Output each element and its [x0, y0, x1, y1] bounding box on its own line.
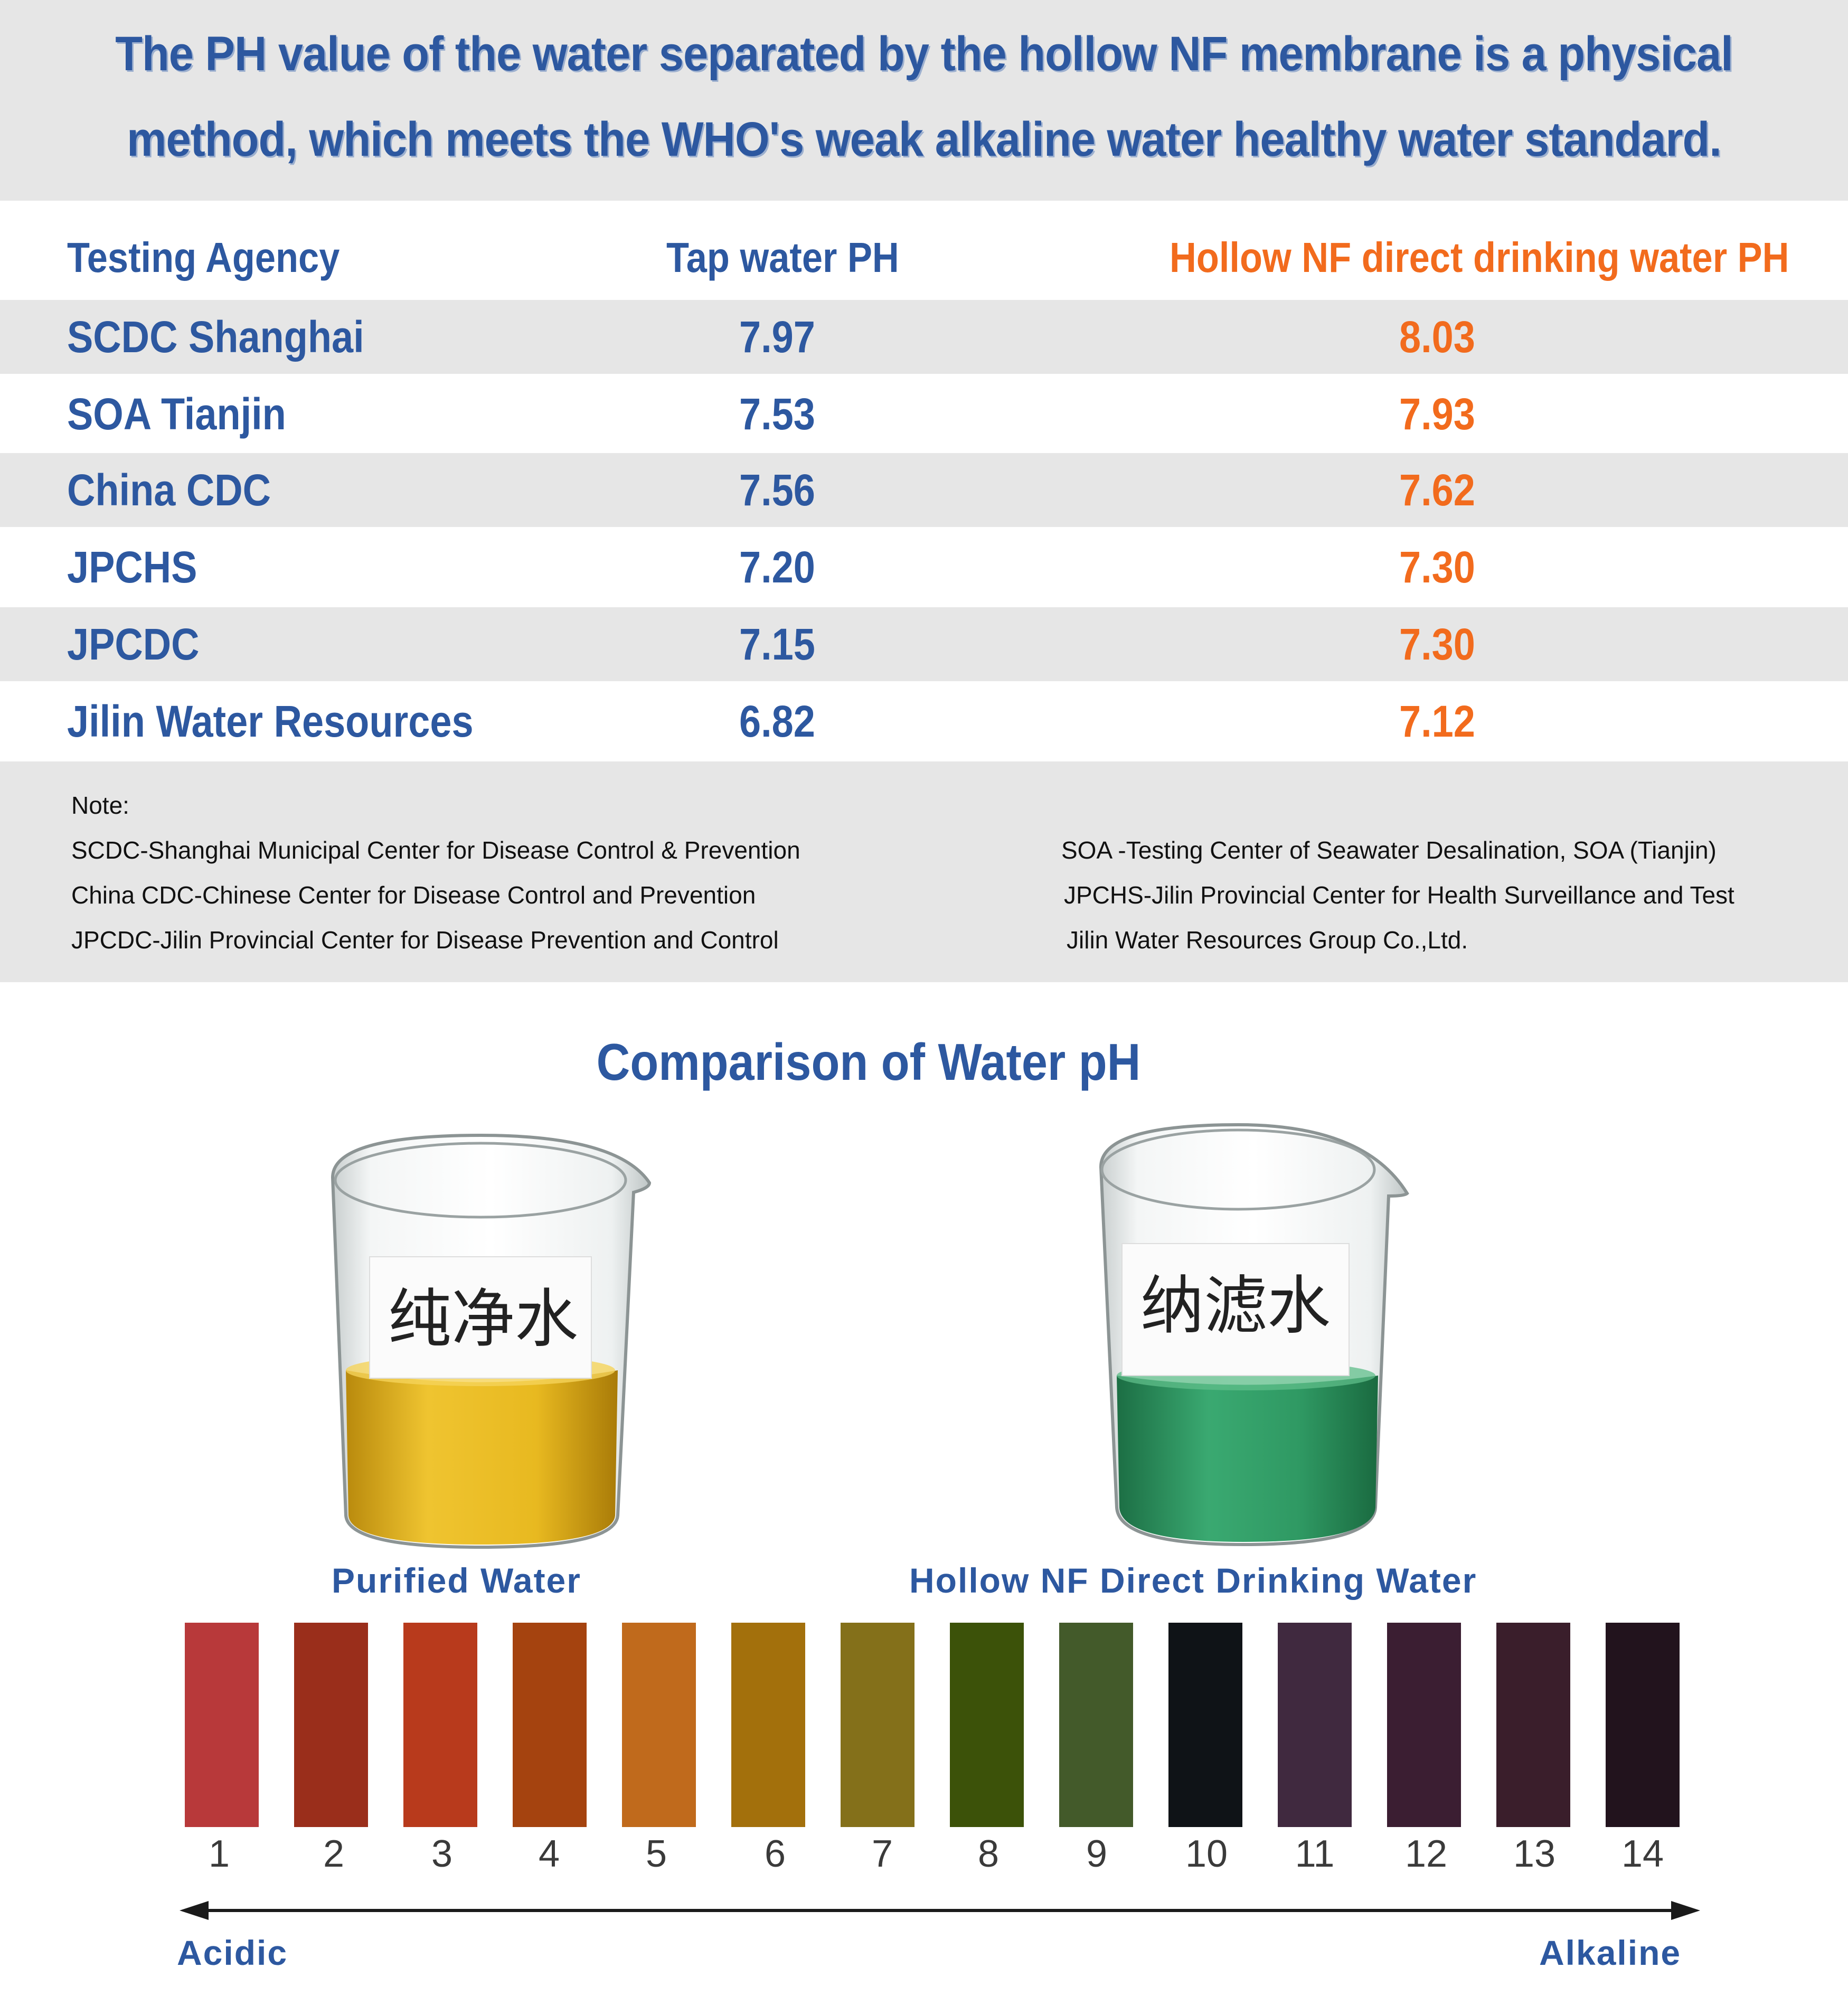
comparison-title: Comparison of Water pH — [596, 1033, 1141, 1091]
table-row: SCDC Shanghai 7.97 8.03 — [0, 300, 1848, 374]
acidic-label: Acidic — [177, 1933, 288, 1972]
column-header-tap-ph: Tap water PH — [666, 234, 899, 281]
purified-water-caption: Purified Water — [332, 1561, 581, 1600]
nf-water-beaker: 纳滤水 — [1090, 1117, 1418, 1550]
ph-number: 2 — [323, 1833, 345, 1875]
ph-swatch — [1496, 1623, 1570, 1827]
tap-ph-cell: 7.97 — [739, 312, 815, 362]
ph-swatch — [513, 1623, 587, 1827]
header-banner — [0, 0, 1848, 201]
nf-ph-cell: 7.12 — [1399, 696, 1475, 746]
nf-water-caption: Hollow NF Direct Drinking Water — [909, 1561, 1477, 1600]
acidic-alkaline-arrow — [180, 1901, 1700, 1920]
beaker-right-label: 纳滤水 — [1140, 1269, 1331, 1343]
note-left-3: JPCDC-Jilin Provincial Center for Diseas… — [71, 926, 779, 954]
ph-number: 6 — [764, 1833, 786, 1875]
ph-swatch — [1278, 1623, 1352, 1827]
ph-swatch — [1606, 1623, 1680, 1827]
ph-number: 14 — [1621, 1833, 1664, 1875]
tap-ph-cell: 7.15 — [739, 619, 815, 669]
ph-swatch — [185, 1623, 259, 1827]
agency-cell: China CDC — [67, 465, 271, 515]
notes-title: Note: — [71, 792, 129, 819]
nf-ph-cell: 7.93 — [1399, 389, 1475, 439]
agency-cell: SOA Tianjin — [67, 389, 286, 439]
table-row: Jilin Water Resources 6.82 7.12 — [0, 684, 1848, 758]
ph-swatch — [731, 1623, 805, 1827]
note-right-3: Jilin Water Resources Group Co.,Ltd. — [1067, 926, 1468, 954]
ph-number: 12 — [1404, 1833, 1448, 1875]
beaker-left-graphic — [331, 1133, 652, 1549]
agency-cell: JPCDC — [67, 619, 200, 669]
tap-ph-cell: 7.53 — [739, 389, 815, 439]
nf-ph-cell: 7.62 — [1399, 465, 1475, 515]
ph-number: 7 — [871, 1833, 893, 1875]
note-left-2: China CDC-Chinese Center for Disease Con… — [71, 881, 756, 909]
ph-swatch — [1168, 1623, 1242, 1827]
nf-ph-cell: 7.30 — [1399, 542, 1475, 592]
note-left-1: SCDC-Shanghai Municipal Center for Disea… — [71, 836, 800, 864]
tap-ph-cell: 7.56 — [739, 465, 815, 515]
ph-number: 11 — [1295, 1833, 1335, 1875]
ph-number: 1 — [208, 1833, 230, 1875]
table-row: China CDC 7.56 7.62 — [0, 453, 1848, 527]
nf-ph-cell: 7.30 — [1399, 619, 1475, 669]
note-right-1: SOA -Testing Center of Seawater Desalina… — [1061, 836, 1717, 864]
purified-water-beaker: 纯净水 — [322, 1130, 660, 1552]
agency-cell: Jilin Water Resources — [67, 696, 474, 746]
column-header-agency: Testing Agency — [67, 234, 340, 281]
table-row: SOA Tianjin 7.53 7.93 — [0, 377, 1848, 451]
ph-number: 13 — [1513, 1833, 1556, 1875]
ph-swatch — [622, 1623, 696, 1827]
agency-cell: SCDC Shanghai — [67, 312, 364, 362]
ph-swatch — [1387, 1623, 1461, 1827]
ph-swatch — [403, 1623, 477, 1827]
ph-number: 10 — [1185, 1833, 1228, 1875]
ph-swatch — [950, 1623, 1024, 1827]
note-right-2: JPCHS-Jilin Provincial Center for Health… — [1064, 881, 1734, 909]
alkaline-label: Alkaline — [1539, 1933, 1682, 1972]
table-row: JPCDC 7.15 7.30 — [0, 607, 1848, 681]
notes-panel: Note: SCDC-Shanghai Municipal Center for… — [0, 761, 1848, 982]
ph-swatch — [294, 1623, 368, 1827]
ph-number: 8 — [977, 1833, 1000, 1875]
headline-line-1: The PH value of the water separated by t… — [115, 27, 1733, 81]
ph-swatch — [1059, 1623, 1133, 1827]
column-header-nf-ph: Hollow NF direct drinking water PH — [1170, 234, 1789, 281]
nf-ph-cell: 8.03 — [1399, 312, 1475, 362]
ph-number: 9 — [1086, 1833, 1108, 1875]
headline-line-2: method, which meets the WHO's weak alkal… — [127, 112, 1722, 166]
tap-ph-cell: 6.82 — [739, 696, 815, 746]
beaker-left-label: 纯净水 — [388, 1283, 578, 1356]
ph-number: 4 — [538, 1833, 560, 1875]
ph-number: 3 — [431, 1833, 453, 1875]
tap-ph-cell: 7.20 — [739, 542, 815, 592]
ph-swatch — [841, 1623, 914, 1827]
agency-cell: JPCHS — [67, 542, 197, 592]
ph-number: 5 — [645, 1833, 667, 1875]
table-row: JPCHS 7.20 7.30 — [0, 530, 1848, 604]
beaker-right-graphic — [1099, 1123, 1409, 1547]
